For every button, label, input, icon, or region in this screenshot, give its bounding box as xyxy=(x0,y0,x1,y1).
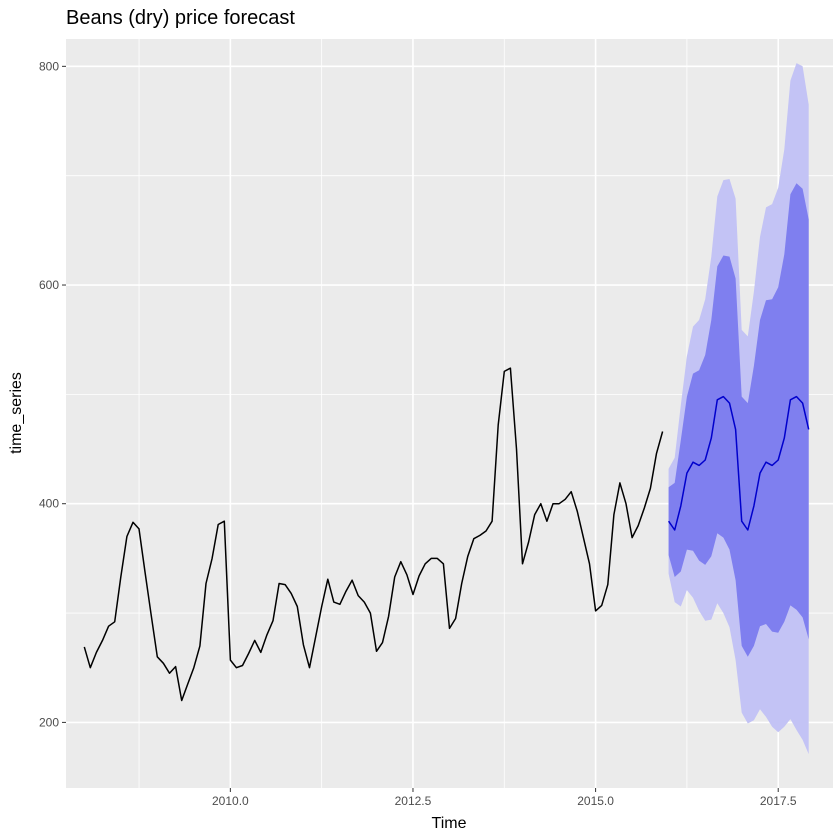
prediction-intervals xyxy=(668,63,809,755)
y-axis-title: time_series xyxy=(8,372,25,454)
x-tick-label: 2015.0 xyxy=(577,794,614,808)
x-tick-label: 2012.5 xyxy=(395,794,432,808)
x-tick-label: 2017.5 xyxy=(760,794,797,808)
x-tick-label: 2010.0 xyxy=(212,794,249,808)
x-axis: 2010.0 2012.5 2015.0 2017.5 xyxy=(212,788,797,808)
y-axis: 200 400 600 800 xyxy=(39,59,66,729)
band-80 xyxy=(668,183,809,657)
chart-title: Beans (dry) price forecast xyxy=(66,7,295,29)
x-axis-title: Time xyxy=(432,815,467,832)
y-tick-label: 600 xyxy=(39,278,59,292)
y-tick-label: 400 xyxy=(39,497,59,511)
forecast-line xyxy=(667,395,810,531)
y-tick-label: 800 xyxy=(39,59,59,73)
series-lines xyxy=(83,367,810,702)
history-line xyxy=(83,367,664,702)
y-tick-label: 200 xyxy=(39,715,59,729)
